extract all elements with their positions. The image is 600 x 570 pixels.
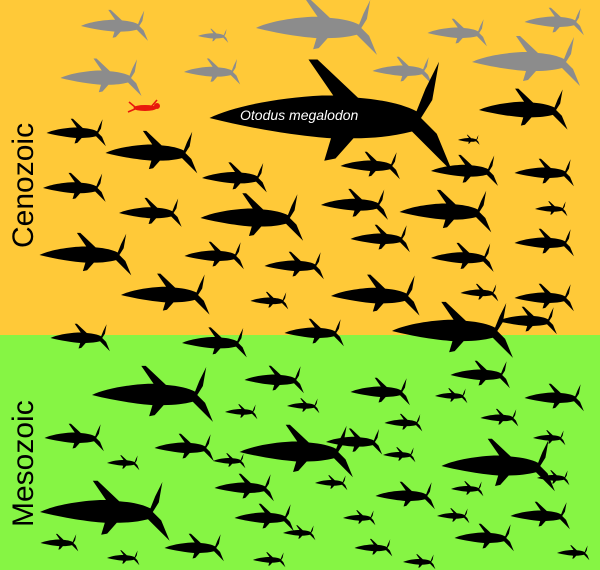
swimming-human-icon — [127, 99, 160, 113]
cenozoic-band — [0, 0, 600, 335]
era-label-mesozoic: Mesozoic — [4, 400, 44, 527]
megalodon-label: Otodus megalodon — [240, 107, 359, 123]
era-label-cenozoic: Cenozoic — [4, 123, 44, 248]
